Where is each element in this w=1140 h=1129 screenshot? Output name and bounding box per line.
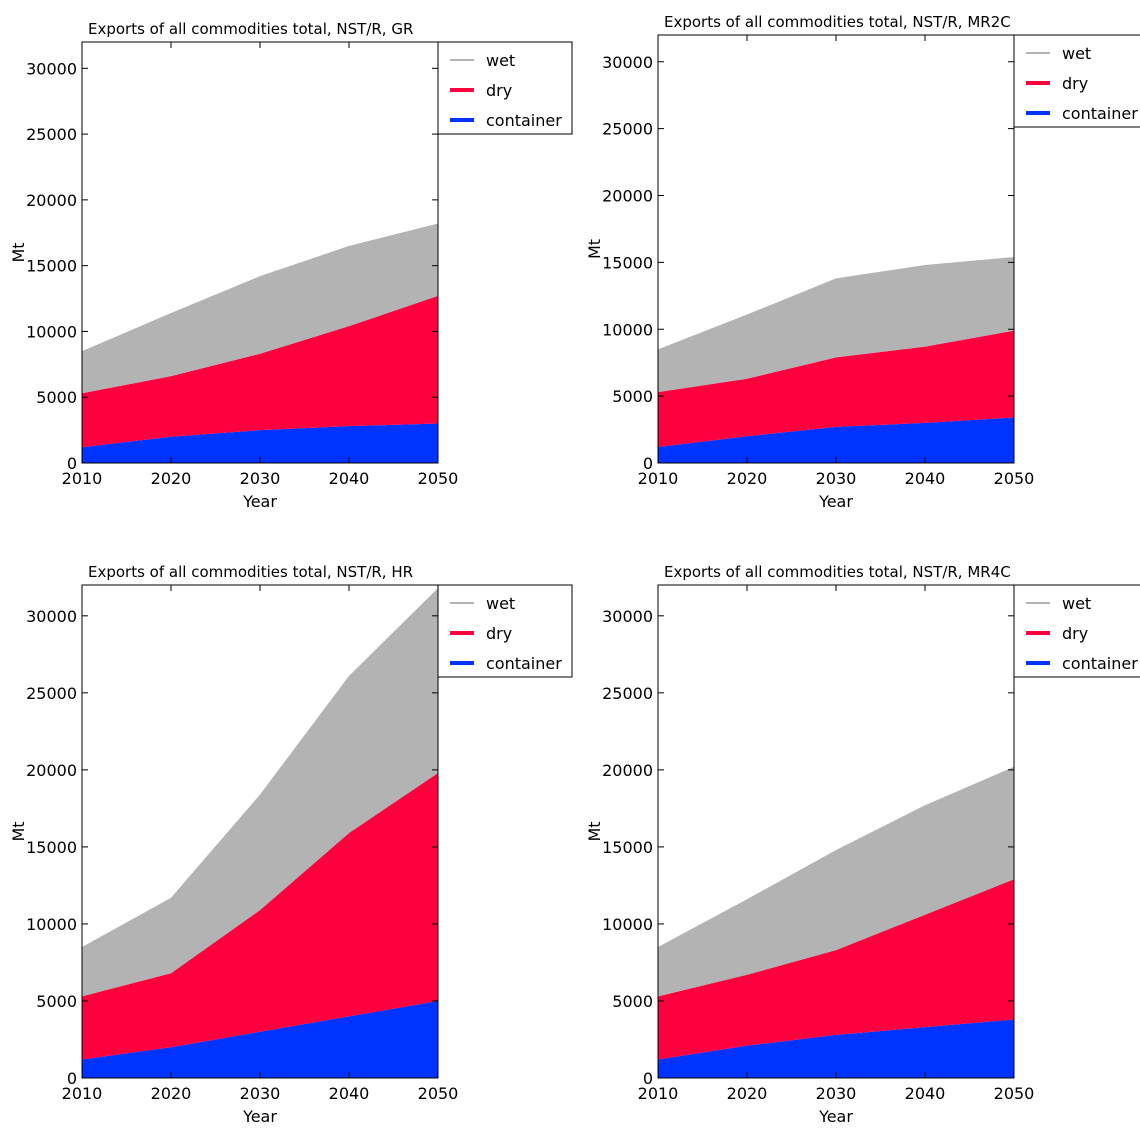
- legend: wet dry container: [437, 41, 573, 135]
- y-tick-label: 20000: [26, 761, 77, 780]
- y-tick-label: 15000: [602, 838, 653, 857]
- x-tick-label: 2030: [240, 469, 281, 488]
- y-tick-label: 20000: [26, 191, 77, 210]
- x-tick-label: 2050: [418, 1084, 459, 1103]
- chart-4: 0 5000 10000 15000 20000 25000 30000 2010 2020 20…: [585, 563, 1140, 1126]
- legend-label-container: container: [486, 111, 562, 130]
- y-tick-label: 25000: [602, 120, 653, 139]
- x-tick-label: 2030: [816, 1084, 857, 1103]
- x-axis-label: Year: [818, 492, 853, 511]
- area-dry: [82, 772, 438, 1060]
- x-tick-label: 2020: [151, 469, 192, 488]
- legend-label-container: container: [486, 654, 562, 673]
- legend-label-wet: wet: [486, 594, 515, 613]
- area-dry: [658, 330, 1014, 447]
- x-tick-label: 2050: [418, 469, 459, 488]
- area-container: [82, 1000, 438, 1078]
- area-dry: [82, 295, 438, 448]
- x-tick-label: 2010: [62, 469, 103, 488]
- legend: wet dry container: [1013, 34, 1140, 128]
- y-tick-label: 0: [643, 1069, 653, 1088]
- chart-2: 0 5000 10000 15000 20000 25000 30000 2010 2020 20…: [585, 13, 1140, 511]
- x-axis-label: Year: [242, 492, 277, 511]
- y-tick-label: 5000: [612, 992, 653, 1011]
- x-axis-label: Year: [818, 1107, 853, 1126]
- x-tick-label: 2040: [905, 469, 946, 488]
- x-tick-label: 2040: [329, 1084, 370, 1103]
- y-tick-label: 15000: [26, 838, 77, 857]
- y-tick-label: 0: [643, 454, 653, 473]
- chart-title: Exports of all commodities total, NST/R,…: [88, 563, 413, 581]
- legend: wet dry container: [1013, 584, 1140, 678]
- legend-label-dry: dry: [1062, 624, 1088, 643]
- x-tick-label: 2030: [240, 1084, 281, 1103]
- y-tick-label: 25000: [26, 684, 77, 703]
- x-tick-label: 2020: [727, 469, 768, 488]
- legend-label-container: container: [1062, 104, 1138, 123]
- y-tick-label: 30000: [26, 59, 77, 78]
- x-axis-label: Year: [242, 1107, 277, 1126]
- y-tick-label: 20000: [602, 761, 653, 780]
- legend-label-dry: dry: [486, 624, 512, 643]
- y-tick-label: 20000: [602, 187, 653, 206]
- y-axis-label: Mt: [9, 242, 28, 262]
- x-tick-label: 2030: [816, 469, 857, 488]
- legend-label-wet: wet: [1062, 44, 1091, 63]
- y-axis-label: Mt: [585, 239, 604, 259]
- area-dry: [658, 879, 1014, 1060]
- chart-1: 0 5000 10000 15000 20000 25000 30000 2010 2020 20…: [9, 20, 573, 511]
- legend-label-wet: wet: [1062, 594, 1091, 613]
- y-tick-label: 5000: [36, 388, 77, 407]
- area-wet: [658, 766, 1014, 997]
- y-tick-label: 25000: [602, 684, 653, 703]
- area-wet: [82, 588, 438, 997]
- legend: wet dry container: [437, 584, 573, 678]
- x-tick-label: 2010: [638, 1084, 679, 1103]
- area-wet: [82, 223, 438, 394]
- y-tick-label: 30000: [26, 607, 77, 626]
- area-wet: [658, 257, 1014, 393]
- x-tick-label: 2010: [62, 1084, 103, 1103]
- y-tick-label: 15000: [26, 257, 77, 276]
- chart-title: Exports of all commodities total, NST/R,…: [664, 13, 1011, 31]
- x-tick-label: 2040: [329, 469, 370, 488]
- y-tick-label: 10000: [602, 320, 653, 339]
- y-tick-label: 10000: [26, 322, 77, 341]
- y-axis-label: Mt: [9, 821, 28, 841]
- y-tick-label: 15000: [602, 253, 653, 272]
- legend-label-dry: dry: [486, 81, 512, 100]
- legend-label-dry: dry: [1062, 74, 1088, 93]
- chart-3: 0 5000 10000 15000 20000 25000 30000 2010 2020 20…: [9, 563, 573, 1126]
- area-container: [658, 417, 1014, 463]
- y-tick-label: 0: [67, 454, 77, 473]
- y-tick-label: 10000: [26, 915, 77, 934]
- y-axis-label: Mt: [585, 821, 604, 841]
- y-tick-label: 0: [67, 1069, 77, 1088]
- y-tick-label: 25000: [26, 125, 77, 144]
- y-tick-label: 5000: [36, 992, 77, 1011]
- x-tick-label: 2020: [151, 1084, 192, 1103]
- y-tick-label: 30000: [602, 607, 653, 626]
- x-tick-label: 2040: [905, 1084, 946, 1103]
- x-tick-label: 2050: [994, 1084, 1035, 1103]
- x-tick-label: 2010: [638, 469, 679, 488]
- area-container: [82, 423, 438, 463]
- x-tick-label: 2020: [727, 1084, 768, 1103]
- y-tick-label: 5000: [612, 387, 653, 406]
- y-tick-label: 10000: [602, 915, 653, 934]
- x-tick-label: 2050: [994, 469, 1035, 488]
- area-container: [658, 1019, 1014, 1078]
- legend-label-wet: wet: [486, 51, 515, 70]
- legend-label-container: container: [1062, 654, 1138, 673]
- chart-title: Exports of all commodities total, NST/R,…: [88, 20, 413, 38]
- chart-title: Exports of all commodities total, NST/R,…: [664, 563, 1011, 581]
- y-tick-label: 30000: [602, 53, 653, 72]
